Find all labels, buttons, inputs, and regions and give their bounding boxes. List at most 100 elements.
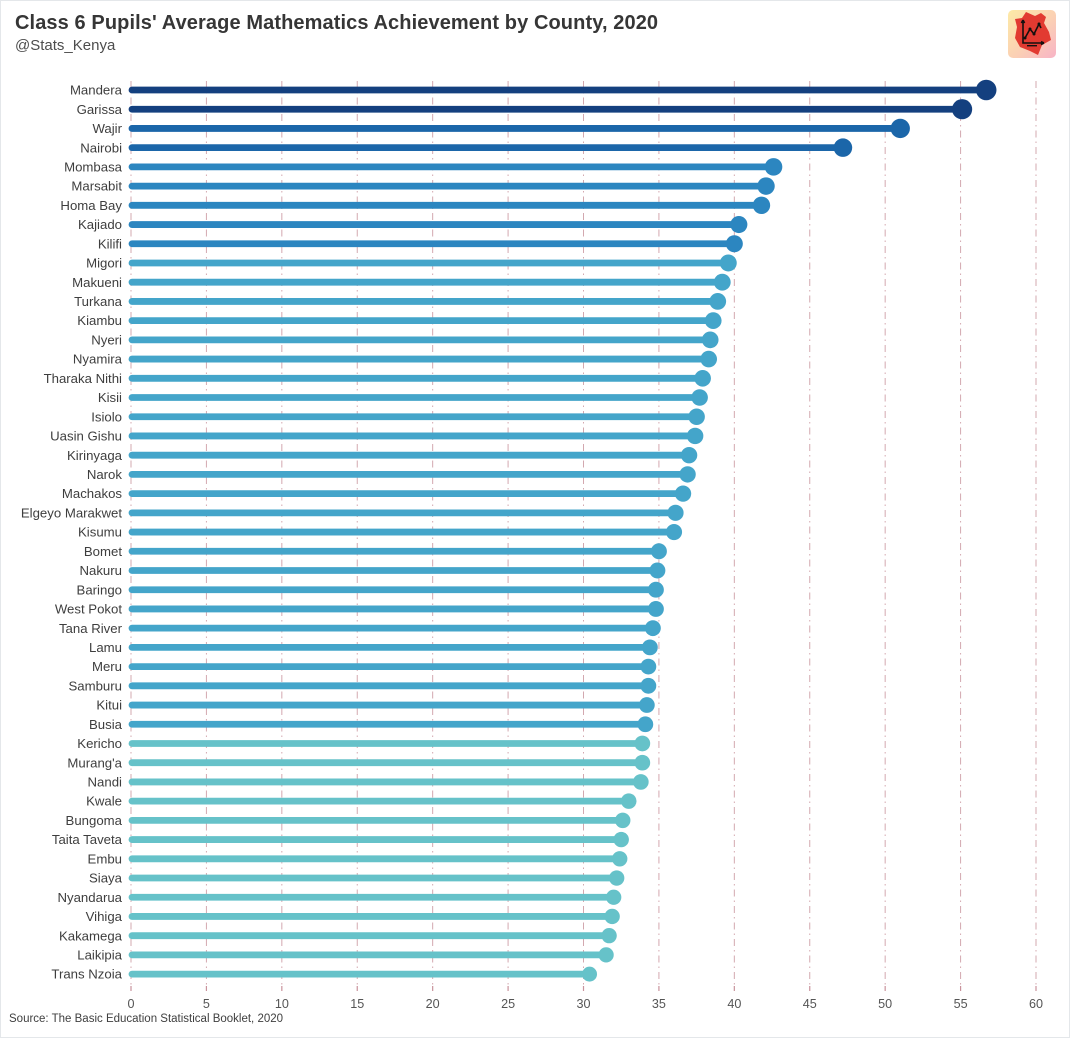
- county-label: Kirinyaga: [67, 448, 123, 463]
- lollipop-dot: [601, 928, 617, 944]
- lollipop-dot: [611, 851, 628, 867]
- county-label: Nairobi: [80, 140, 122, 155]
- county-label: Garissa: [77, 102, 123, 117]
- lollipop-dot: [713, 273, 731, 291]
- lollipop-dot: [757, 177, 775, 195]
- source-caption: Source: The Basic Education Statistical …: [9, 1013, 284, 1025]
- lollipop-dot: [704, 312, 722, 329]
- county-label: Makueni: [72, 275, 122, 290]
- lollipop-dot: [604, 908, 620, 925]
- lollipop-dot: [890, 118, 910, 139]
- lollipop-dot: [644, 620, 661, 637]
- lollipop-dot: [650, 543, 667, 560]
- county-label: Nyeri: [91, 332, 122, 347]
- lollipop-dot: [694, 370, 711, 387]
- chart-subtitle: @Stats_Kenya: [15, 37, 116, 54]
- chart-title: Class 6 Pupils' Average Mathematics Achi…: [15, 12, 659, 34]
- county-label: Kajiado: [78, 217, 122, 232]
- axis-tick-label: 60: [1029, 997, 1043, 1009]
- axis-tick-label: 20: [426, 997, 440, 1009]
- lollipop-dot: [632, 774, 649, 790]
- county-label: Nandi: [88, 775, 123, 790]
- lollipop-dot: [691, 389, 708, 406]
- lollipop-dot: [730, 216, 748, 234]
- county-label: Lamu: [89, 640, 122, 655]
- county-label: Kwale: [86, 794, 122, 809]
- county-label: Meru: [92, 659, 122, 674]
- county-label: Nakuru: [79, 563, 122, 578]
- lollipop-chart: 0 5 10 15 20 25 30 35 40 45 50 55 60 Mandera Garissa Wa…: [21, 79, 1043, 1009]
- logo-chart-points: [1023, 22, 1041, 40]
- county-label: Trans Nzoia: [51, 967, 122, 982]
- county-label: Taita Taveta: [52, 832, 123, 847]
- lollipop-dot: [637, 716, 654, 733]
- lollipop-dot: [701, 331, 719, 349]
- axis-tick-label: 25: [501, 997, 515, 1009]
- axis-tick-label: 45: [803, 997, 817, 1009]
- county-label: Mombasa: [64, 159, 123, 174]
- axis-tick-label: 0: [127, 997, 134, 1009]
- lollipop-dot: [665, 523, 683, 541]
- county-label: Narok: [87, 467, 123, 482]
- lollipop-dot: [640, 658, 657, 675]
- lollipop-dot: [975, 79, 997, 101]
- lollipop-dot: [620, 793, 637, 809]
- county-label: Samburu: [68, 678, 122, 693]
- lollipop-dot: [680, 446, 698, 464]
- county-label: Tharaka Nithi: [44, 371, 122, 386]
- axis-tick-label: 10: [275, 997, 289, 1009]
- county-label: Bomet: [84, 544, 122, 559]
- lollipop-dot: [725, 235, 743, 253]
- axis-tick-label: 30: [576, 997, 590, 1009]
- county-label: Kilifi: [98, 236, 122, 251]
- lollipop-dot: [640, 677, 657, 694]
- lollipop-dot: [598, 947, 614, 963]
- axis-tick-label: 55: [954, 997, 968, 1009]
- county-label: Vihiga: [86, 909, 123, 924]
- lollipop-dot: [700, 350, 718, 368]
- county-label: Tana River: [59, 621, 123, 636]
- lollipop-dot: [719, 254, 737, 272]
- county-label: Nyandarua: [57, 890, 122, 905]
- lollipop-dot: [647, 600, 664, 617]
- county-label: Migori: [86, 256, 122, 271]
- county-label: Mandera: [70, 83, 123, 98]
- county-label: Kisumu: [78, 525, 122, 540]
- lollipop-dot: [688, 408, 705, 425]
- axis-tick-label: 50: [878, 997, 892, 1009]
- county-label: Murang'a: [67, 755, 122, 770]
- county-label: Wajir: [92, 121, 122, 136]
- logo-caption-bar: [1027, 45, 1037, 47]
- county-label: Turkana: [74, 294, 123, 309]
- lollipop-dot: [764, 158, 783, 176]
- lollipop-dot: [609, 870, 625, 886]
- axis-tick-label: 15: [350, 997, 364, 1009]
- county-label: Uasin Gishu: [50, 429, 122, 444]
- county-label: Siaya: [89, 871, 123, 886]
- axis-tick-label: 35: [652, 997, 666, 1009]
- county-label: Isiolo: [91, 409, 122, 424]
- lollipop-dot: [952, 99, 973, 120]
- lollipop-dot: [582, 966, 598, 982]
- county-label: Bungoma: [66, 813, 123, 828]
- county-label: West Pokot: [55, 602, 123, 617]
- county-label: Laikipia: [77, 948, 122, 963]
- lollipop-dot: [667, 504, 684, 521]
- lollipop-dot: [634, 754, 651, 771]
- axis-tick-label: 40: [727, 997, 741, 1009]
- lollipop-dot: [649, 562, 666, 579]
- lollipop-dot: [641, 639, 658, 656]
- county-label: Nyamira: [73, 352, 123, 367]
- axis-tick-label: 5: [203, 997, 210, 1009]
- county-label: Kisii: [98, 390, 122, 405]
- county-label: Busia: [89, 717, 123, 732]
- county-label: Elgeyo Marakwet: [21, 505, 122, 520]
- lollipop-dot: [674, 485, 692, 502]
- county-label: Kitui: [96, 698, 122, 713]
- lollipop-dot: [613, 831, 629, 848]
- county-label: Kiambu: [77, 313, 122, 328]
- lollipop-dot: [686, 427, 704, 445]
- lollipop-dot: [752, 196, 771, 215]
- lollipop-dot: [606, 889, 622, 905]
